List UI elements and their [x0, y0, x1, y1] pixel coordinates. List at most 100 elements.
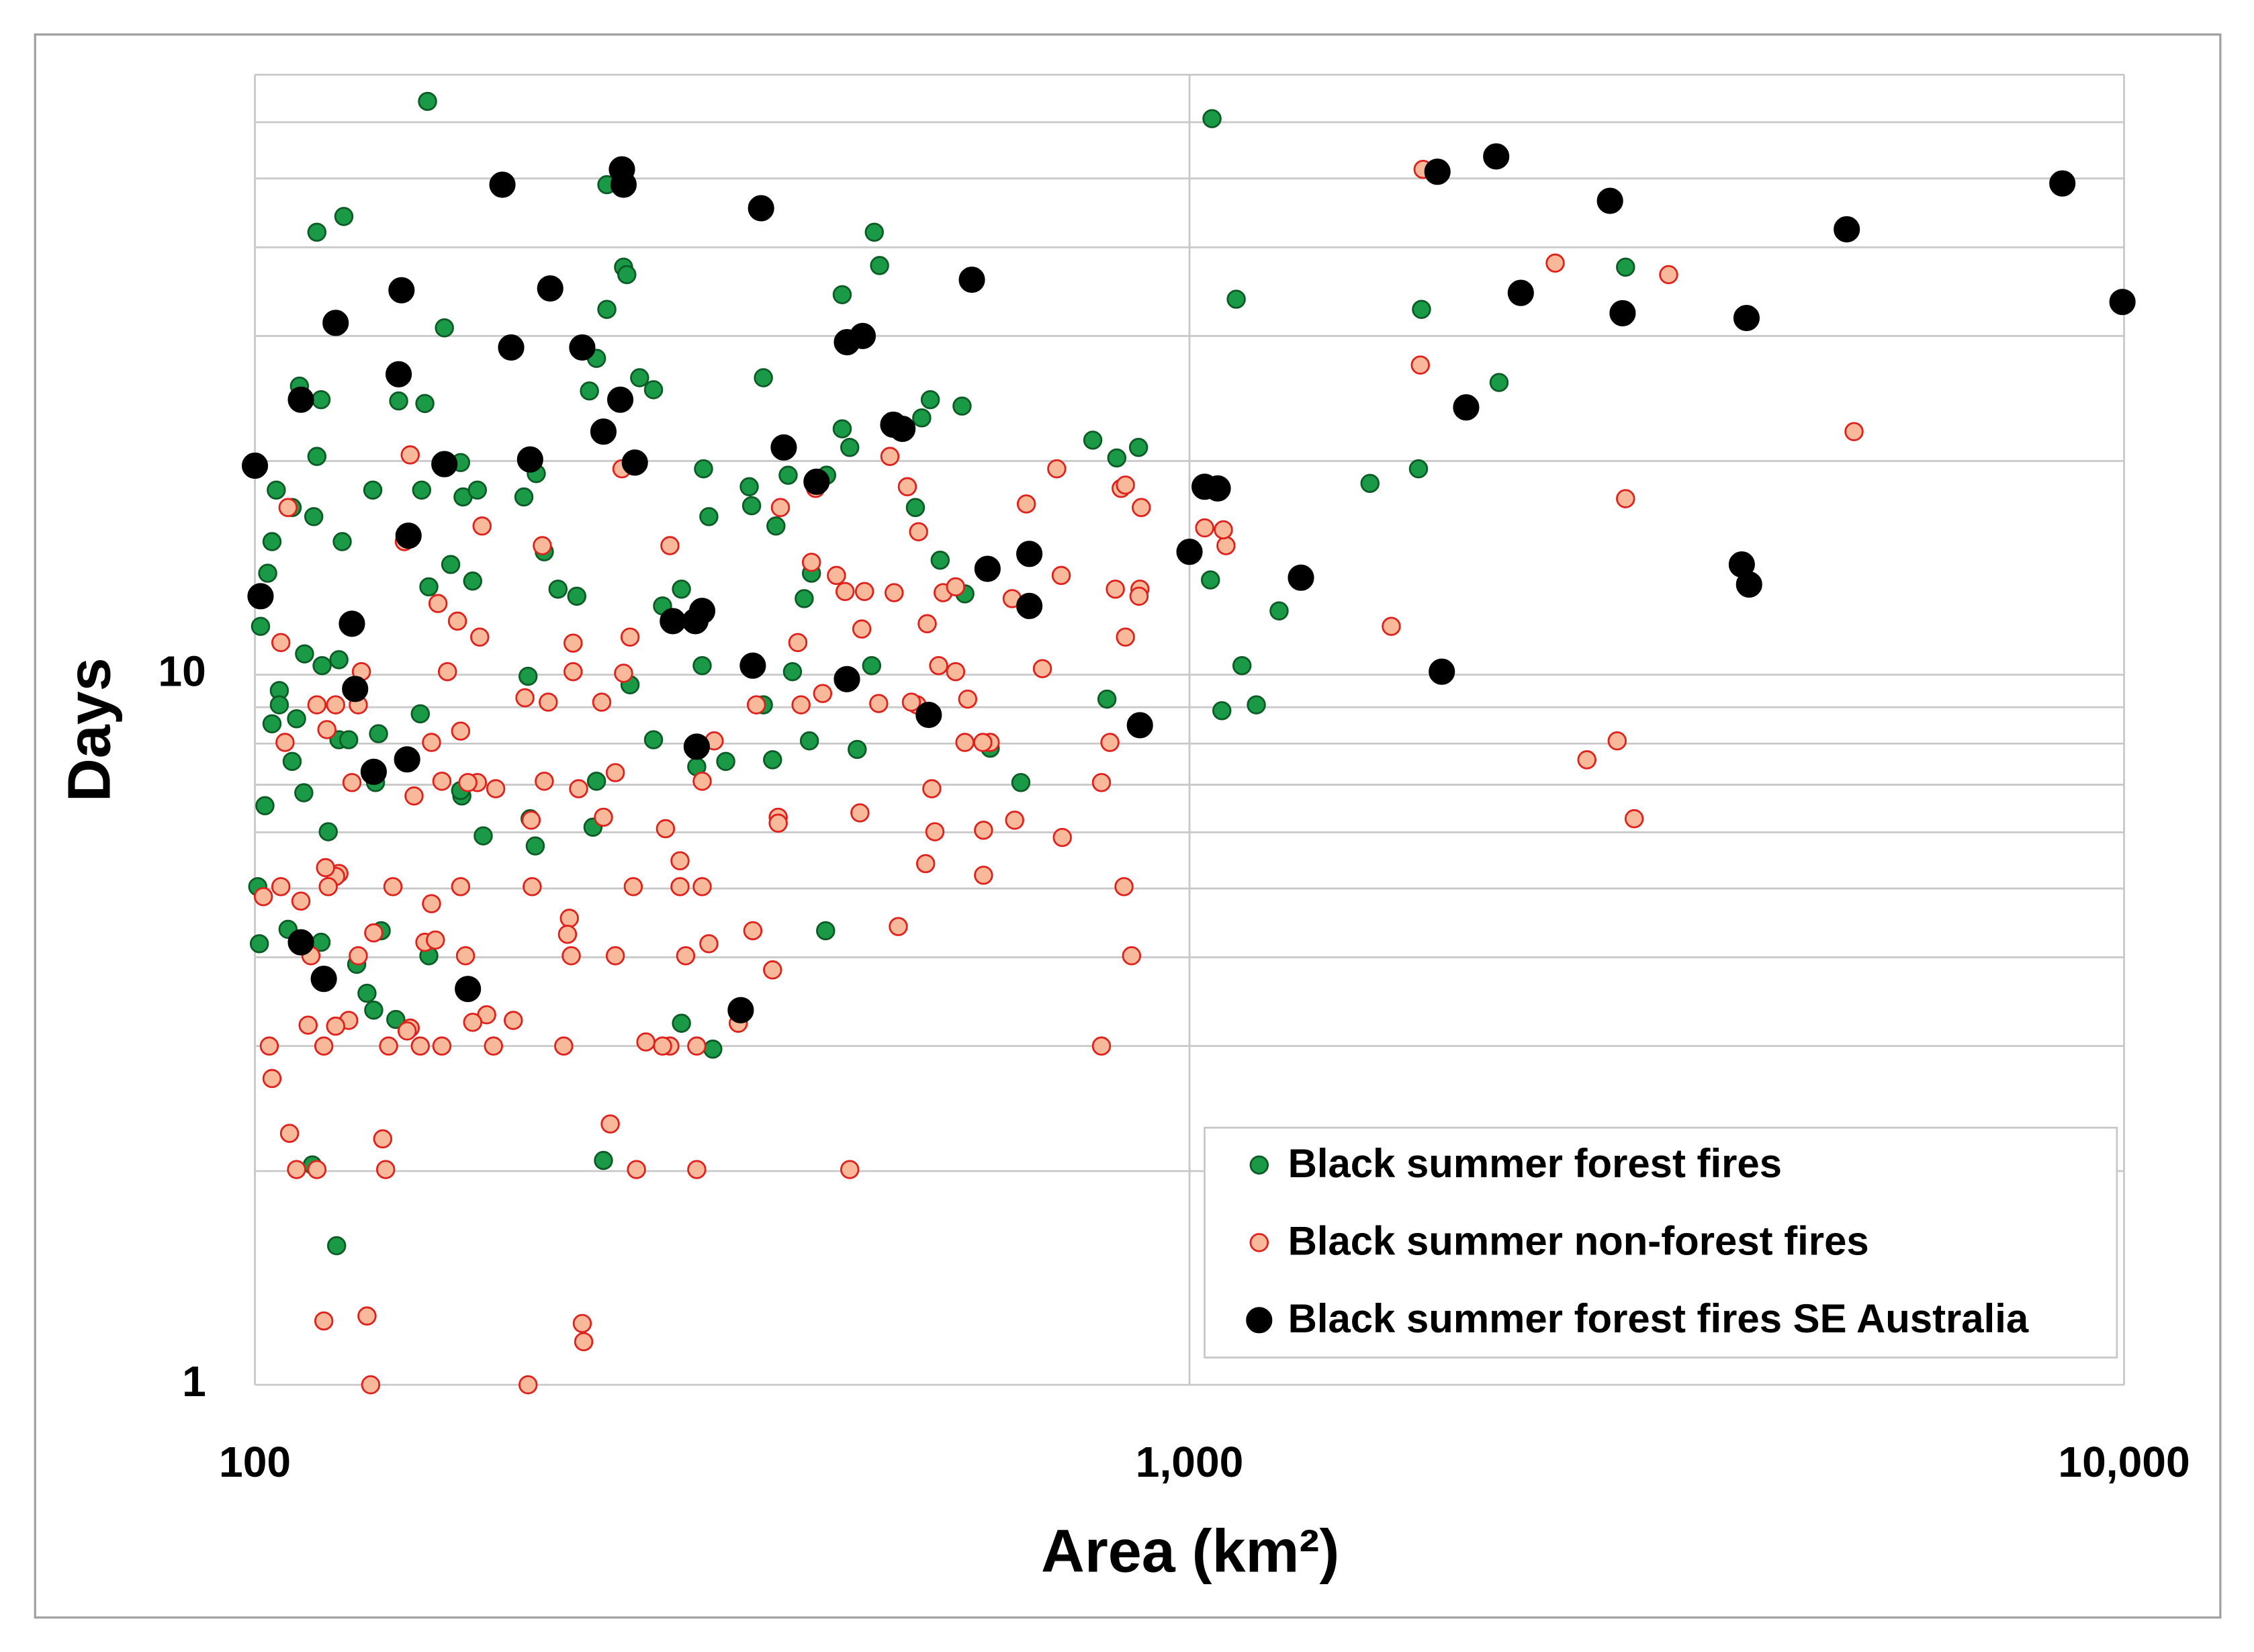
point	[310, 966, 337, 993]
point	[1360, 473, 1380, 494]
point	[889, 917, 908, 936]
x-tick-label: 100	[219, 1438, 291, 1486]
point	[687, 1160, 707, 1179]
point	[463, 1013, 482, 1032]
point	[451, 877, 471, 897]
point	[287, 929, 314, 956]
point	[1624, 809, 1644, 829]
point	[1129, 586, 1149, 606]
point	[279, 1123, 300, 1143]
y-axis-title: Days	[56, 657, 124, 802]
point	[827, 565, 846, 586]
point	[357, 1306, 377, 1326]
point	[326, 1016, 345, 1036]
point	[754, 368, 773, 387]
point	[428, 594, 448, 613]
point	[748, 195, 774, 222]
point	[1659, 265, 1678, 285]
point	[1122, 946, 1142, 966]
point	[1195, 518, 1214, 538]
point	[251, 616, 271, 636]
point	[312, 655, 332, 676]
point	[432, 772, 452, 791]
point	[1106, 580, 1125, 599]
point	[848, 739, 867, 760]
point	[1408, 459, 1429, 479]
point	[470, 627, 490, 647]
point	[437, 661, 457, 682]
point	[627, 1160, 646, 1179]
point	[1016, 592, 1043, 619]
point	[441, 555, 461, 574]
point	[617, 265, 637, 285]
point	[537, 275, 564, 302]
point	[514, 487, 534, 507]
point	[364, 923, 384, 943]
point	[307, 695, 327, 715]
point	[360, 758, 387, 785]
point	[832, 285, 852, 305]
point	[326, 1236, 347, 1256]
point	[656, 819, 676, 839]
point	[241, 452, 269, 479]
ticks: 1 10 100 1,000 10,000	[158, 647, 2190, 1486]
point	[474, 826, 493, 845]
point	[395, 522, 422, 549]
point	[840, 438, 860, 457]
point	[672, 1013, 691, 1033]
point	[1507, 279, 1534, 306]
point	[889, 416, 916, 443]
point	[1844, 422, 1864, 441]
point	[426, 930, 445, 950]
point	[271, 633, 291, 653]
point	[778, 465, 798, 485]
point	[854, 582, 874, 602]
point	[586, 772, 606, 791]
point	[1051, 565, 1071, 586]
point	[262, 714, 282, 734]
point	[974, 555, 1001, 582]
point	[275, 733, 295, 752]
point	[561, 946, 581, 966]
point	[304, 507, 324, 526]
point	[592, 692, 612, 712]
point	[518, 666, 538, 686]
point	[1097, 689, 1117, 709]
point	[694, 459, 713, 479]
point	[572, 1314, 592, 1334]
point	[687, 1036, 707, 1056]
point	[974, 821, 993, 840]
point	[727, 997, 754, 1023]
point	[803, 468, 830, 495]
point	[291, 891, 311, 911]
point	[349, 946, 368, 966]
point	[533, 536, 552, 555]
point	[334, 207, 354, 226]
point	[435, 318, 454, 338]
point	[504, 1011, 523, 1030]
point	[1202, 109, 1222, 128]
point	[636, 1032, 656, 1052]
point	[782, 661, 803, 682]
point	[1116, 475, 1135, 495]
point	[564, 661, 583, 682]
point	[255, 796, 275, 816]
point	[791, 695, 811, 715]
point	[271, 877, 291, 897]
point	[699, 934, 719, 954]
point	[422, 733, 441, 752]
point	[660, 608, 686, 635]
point	[1016, 541, 1043, 567]
point	[282, 751, 302, 772]
point	[1410, 355, 1430, 375]
point	[1412, 300, 1431, 319]
point	[574, 1332, 594, 1352]
point	[915, 701, 942, 729]
point	[746, 695, 766, 715]
point	[912, 408, 932, 428]
point	[852, 619, 872, 639]
point	[946, 577, 966, 597]
point	[917, 614, 937, 634]
point	[770, 498, 791, 517]
